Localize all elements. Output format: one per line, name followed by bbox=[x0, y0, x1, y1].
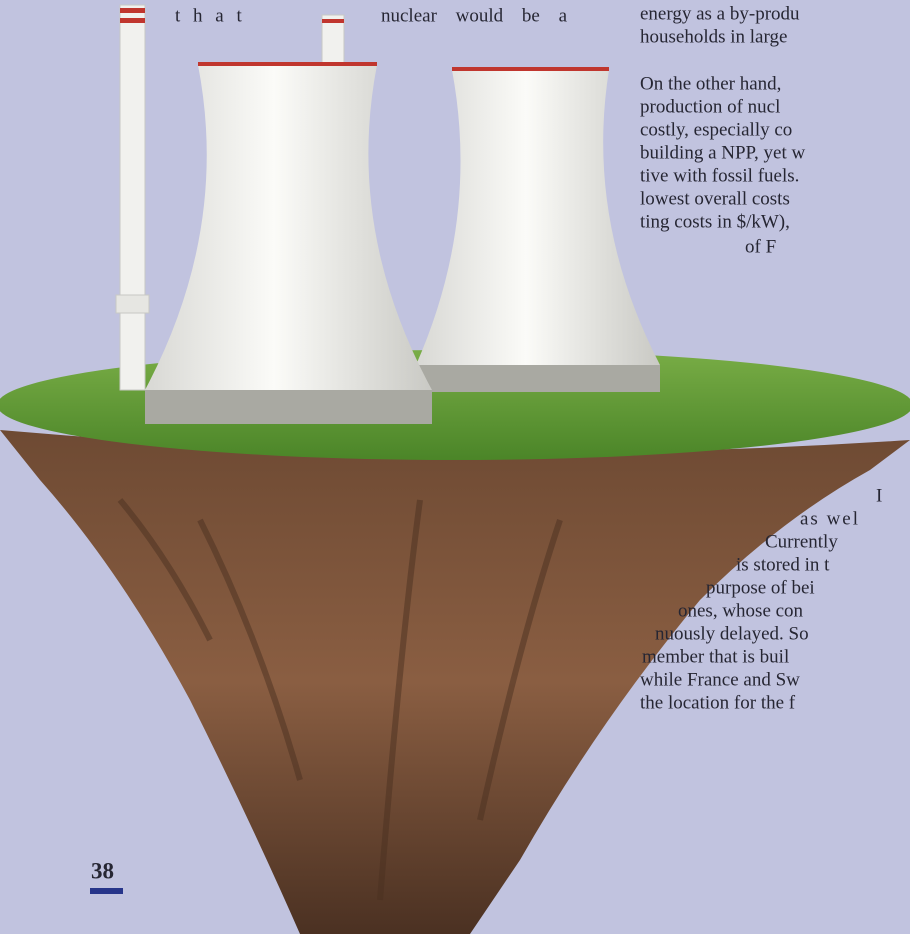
chimney-stripe bbox=[120, 8, 145, 13]
tower-base bbox=[145, 390, 432, 424]
body-text: member that is buil bbox=[642, 646, 789, 667]
body-text: energy as a by-produ bbox=[640, 3, 800, 24]
chimney-stripe bbox=[322, 19, 344, 23]
page-number-underline bbox=[90, 888, 123, 894]
tower-base bbox=[416, 365, 660, 392]
body-text: of F bbox=[745, 236, 776, 257]
body-text: costly, especially co bbox=[640, 119, 792, 140]
body-text: as wel bbox=[800, 508, 860, 529]
chimney-stripe bbox=[120, 18, 145, 23]
body-text: building a NPP, yet w bbox=[640, 142, 805, 163]
body-text: nuclear would be a bbox=[381, 5, 568, 26]
body-text: while France and Sw bbox=[640, 669, 800, 690]
chimney-collar bbox=[116, 295, 149, 313]
tower-rim bbox=[452, 67, 609, 71]
body-text: ting costs in $/kW), bbox=[640, 211, 790, 232]
body-text: households in large bbox=[640, 26, 787, 47]
body-text: On the other hand, bbox=[640, 73, 781, 94]
body-text: the location for the f bbox=[640, 692, 796, 713]
body-text: lowest overall costs bbox=[640, 188, 790, 209]
body-text: is stored in t bbox=[736, 554, 830, 575]
body-text: Currently bbox=[765, 531, 838, 552]
body-text: nuously delayed. So bbox=[655, 623, 809, 644]
chimney bbox=[322, 15, 344, 70]
tower-rim bbox=[198, 62, 377, 66]
body-text: I bbox=[876, 485, 882, 506]
body-text: t h a t bbox=[175, 5, 246, 26]
page-canvas: t h a t nuclear would be a energy as a b… bbox=[0, 0, 910, 934]
body-text: ones, whose con bbox=[678, 600, 804, 621]
body-text: tive with fossil fuels. bbox=[640, 165, 799, 186]
page-number: 38 bbox=[91, 858, 114, 883]
body-text: production of nucl bbox=[640, 96, 780, 117]
page: {"left_fragment": ["t h a t", "nuclear w… bbox=[0, 0, 910, 934]
chimney bbox=[120, 5, 145, 390]
body-text: purpose of bei bbox=[706, 577, 815, 598]
